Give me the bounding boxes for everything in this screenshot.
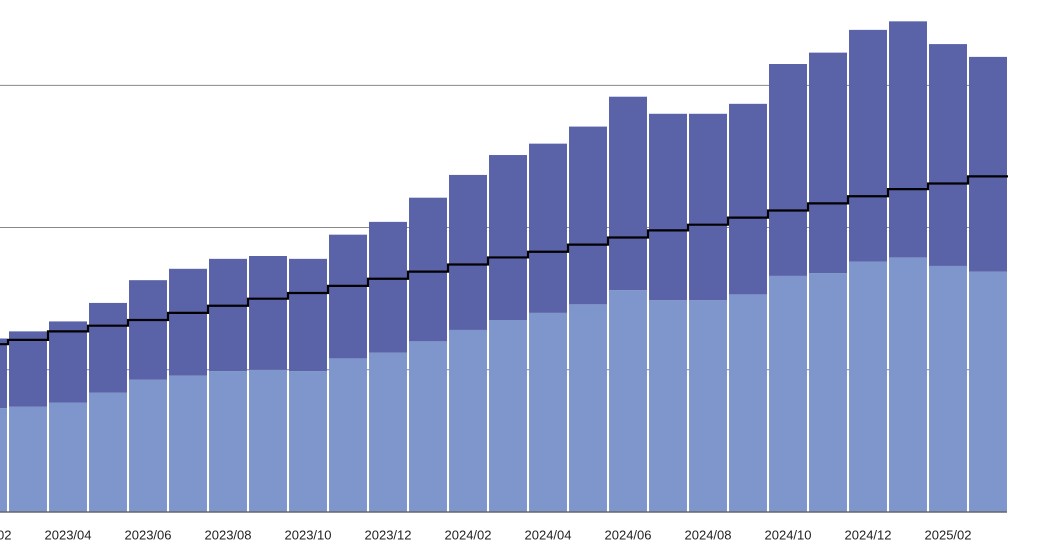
x-tick-label: 2023/10	[285, 527, 332, 542]
x-tick-label: 2023/04	[45, 527, 92, 542]
bar-segment	[289, 258, 327, 372]
bar-segment	[369, 352, 407, 512]
bar-segment	[89, 392, 127, 512]
bar-segment	[609, 96, 647, 291]
x-tick-label: 2024/02	[445, 527, 492, 542]
bar-segment	[689, 300, 727, 512]
bar-segment	[529, 312, 567, 512]
bar-segment	[409, 341, 447, 512]
bar-segment	[849, 261, 887, 512]
bar-segment	[929, 265, 967, 512]
bar-segment	[49, 402, 87, 512]
bar-segment	[609, 290, 647, 512]
bar-segment	[409, 197, 447, 342]
bar-segment	[369, 221, 407, 353]
bar-segment	[0, 338, 7, 409]
x-tick-label: 2024/04	[525, 527, 572, 542]
x-tick-label: 2024/08	[685, 527, 732, 542]
bar-segment	[569, 304, 607, 512]
bar-segment	[969, 56, 1007, 272]
bar-segment	[729, 294, 767, 512]
bar-segment	[209, 258, 247, 372]
bar-segment	[169, 268, 207, 376]
x-tick-label: 2024/10	[765, 527, 812, 542]
x-tick-label: 2023/02	[0, 527, 12, 542]
bar-segment	[649, 113, 687, 301]
bar-segment	[329, 358, 367, 512]
bar-segment	[769, 275, 807, 512]
bar-segment	[529, 143, 567, 313]
bar-segment	[49, 321, 87, 403]
x-tick-label: 2024/06	[605, 527, 652, 542]
bar-segment	[889, 257, 927, 512]
bar-segment	[489, 155, 527, 320]
bar-segment	[889, 21, 927, 258]
bar-segment	[9, 331, 47, 407]
bar-segment	[729, 103, 767, 295]
bar-segment	[849, 29, 887, 262]
x-tick-label: 2023/08	[205, 527, 252, 542]
x-tick-label: 2024/12	[845, 527, 892, 542]
bar-segment	[809, 52, 847, 274]
bar-segment	[129, 379, 167, 512]
x-tick-label: 2025/02	[925, 527, 972, 542]
bar-segment	[929, 44, 967, 266]
bar-segment	[289, 371, 327, 512]
bar-segment	[689, 113, 727, 301]
bar-segment	[129, 280, 167, 380]
bar-segment	[0, 408, 7, 512]
bar-segment	[449, 174, 487, 330]
bar-segment	[809, 273, 847, 512]
bar-segment	[569, 126, 607, 305]
bar-segment	[329, 234, 367, 359]
bar-segment	[89, 302, 127, 393]
x-tick-label: 2023/12	[365, 527, 412, 542]
bar-segment	[169, 375, 207, 512]
bar-segment	[9, 406, 47, 512]
x-tick-label: 2023/06	[125, 527, 172, 542]
bar-segment	[489, 320, 527, 512]
bar-segment	[969, 271, 1007, 512]
bar-segment	[769, 64, 807, 276]
bar-segment	[449, 329, 487, 512]
bar-segment	[249, 256, 287, 370]
bar-segment	[209, 371, 247, 512]
step-line	[0, 175, 1008, 346]
bar-segment	[249, 369, 287, 512]
bar-segment	[649, 300, 687, 512]
